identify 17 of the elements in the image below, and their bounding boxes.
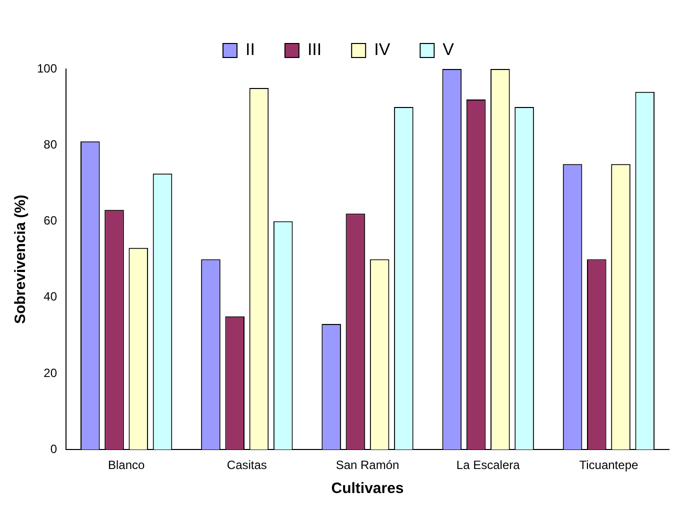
x-tick-label: Casitas xyxy=(226,458,267,472)
legend-label: II xyxy=(245,40,255,60)
legend-label: III xyxy=(307,40,322,60)
legend-label: IV xyxy=(374,40,391,60)
x-axis-title: Cultivares xyxy=(331,480,404,498)
y-tick-label: 40 xyxy=(44,290,58,304)
y-tick-label: 60 xyxy=(44,214,58,228)
y-axis-title: Sobrevivencia (%) xyxy=(12,194,30,324)
x-tick-label: San Ramón xyxy=(336,458,400,472)
y-tick-label: 20 xyxy=(44,366,58,380)
y-tick-label: 0 xyxy=(50,442,58,456)
x-tick-label: Blanco xyxy=(108,458,145,472)
y-tick-label: 100 xyxy=(36,61,58,76)
x-tick-label: La Escalera xyxy=(456,458,520,472)
legend-label: V xyxy=(442,40,455,60)
x-tick-label: Ticuantepe xyxy=(579,458,638,472)
y-tick-label: 80 xyxy=(44,137,58,152)
